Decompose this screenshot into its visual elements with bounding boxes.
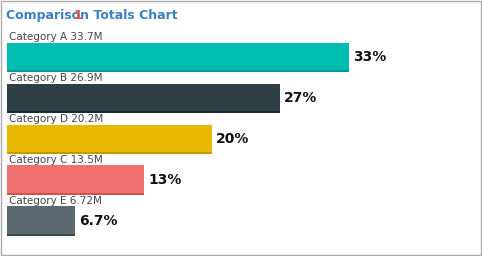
- Bar: [7, 111, 280, 113]
- Text: Category D 20.2M: Category D 20.2M: [9, 114, 104, 124]
- Bar: [7, 193, 144, 195]
- Text: Category A 33.7M: Category A 33.7M: [9, 32, 103, 42]
- Bar: [7, 42, 349, 72]
- Bar: [7, 234, 75, 236]
- Text: 6.7%: 6.7%: [80, 214, 118, 228]
- Text: 13%: 13%: [148, 173, 182, 187]
- Bar: [7, 152, 212, 154]
- Bar: [7, 70, 349, 72]
- Text: Category B 26.9M: Category B 26.9M: [9, 73, 103, 83]
- Text: 27%: 27%: [284, 91, 318, 105]
- Text: Comparison Totals Chart: Comparison Totals Chart: [6, 9, 182, 22]
- Text: Category C 13.5M: Category C 13.5M: [9, 155, 103, 165]
- Text: 1: 1: [74, 9, 83, 22]
- Text: Category E 6.72M: Category E 6.72M: [9, 196, 102, 206]
- Text: 20%: 20%: [216, 132, 250, 146]
- Text: 33%: 33%: [353, 50, 387, 64]
- Bar: [7, 124, 212, 154]
- Bar: [7, 206, 75, 236]
- Bar: [7, 83, 280, 113]
- Bar: [7, 165, 144, 195]
